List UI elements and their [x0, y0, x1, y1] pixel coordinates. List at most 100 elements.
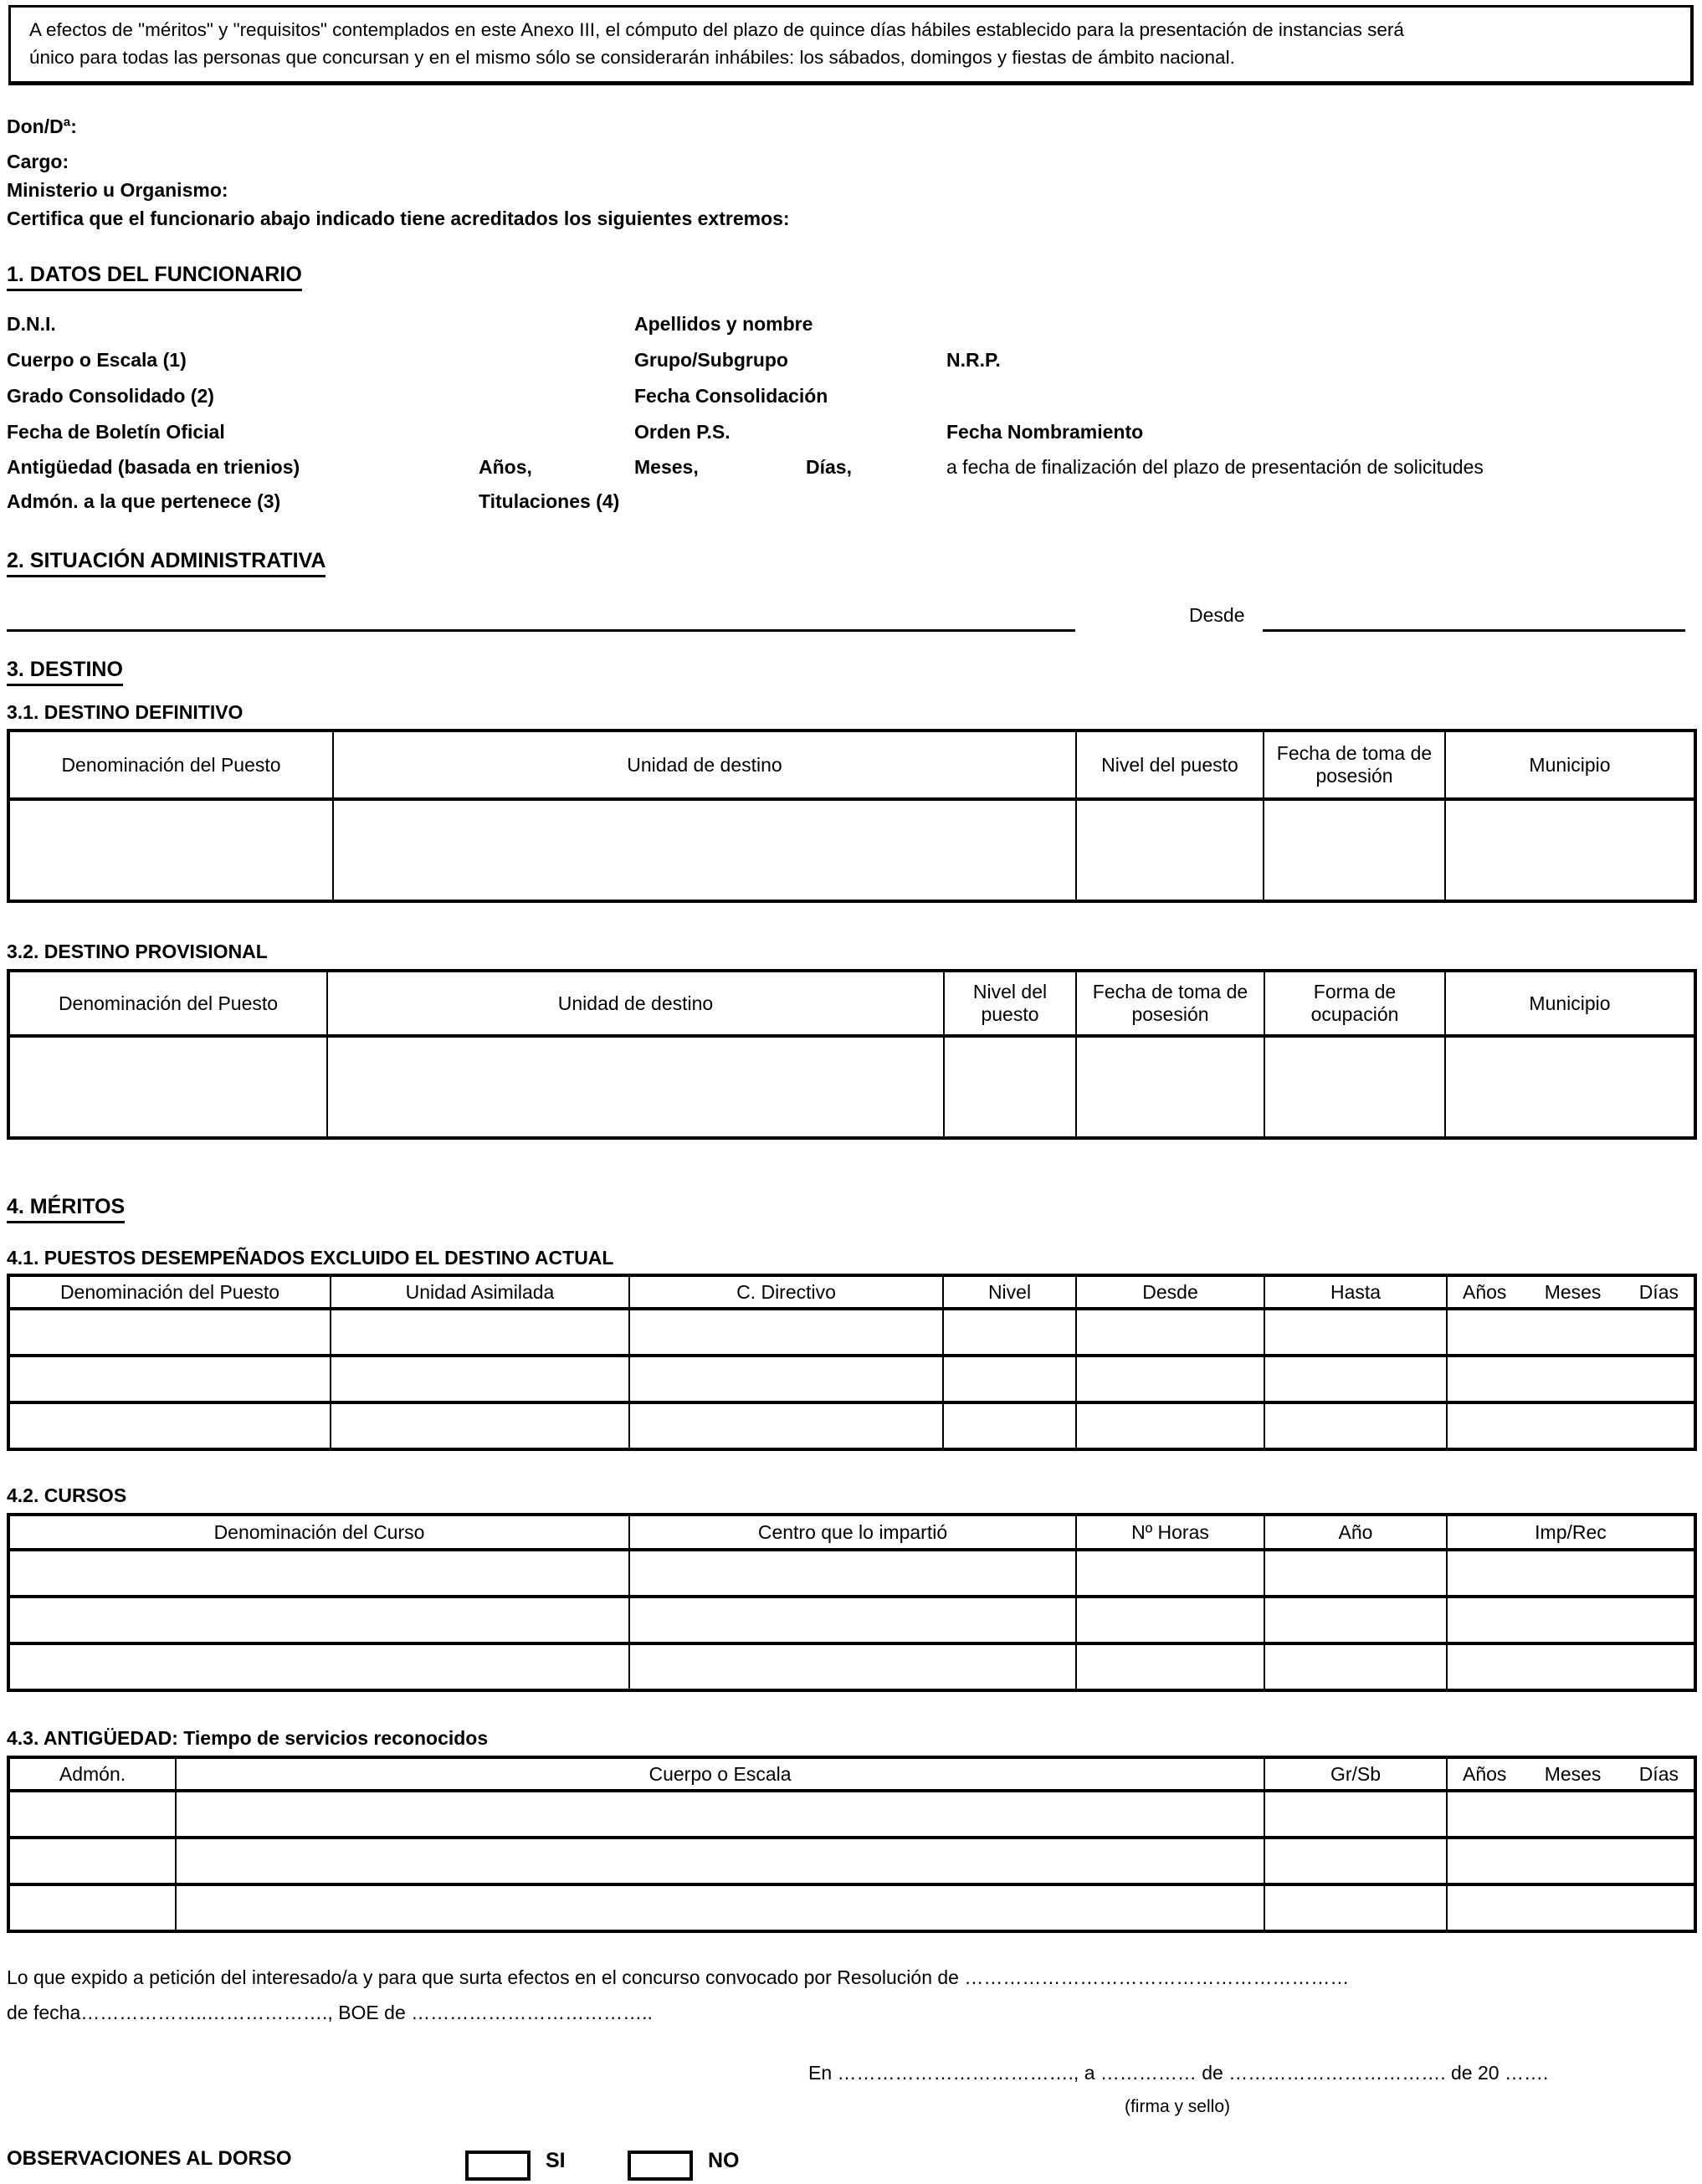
empty-cell[interactable]	[1075, 1307, 1265, 1357]
empty-cell[interactable]	[1446, 1548, 1696, 1598]
empty-cell[interactable]	[330, 1307, 630, 1357]
empty-cell[interactable]	[8, 1354, 331, 1404]
empty-cell[interactable]	[628, 1642, 1077, 1692]
column-header-imp-rec: Imp/Rec	[1446, 1513, 1696, 1551]
empty-cell[interactable]	[8, 1789, 177, 1839]
empty-cell[interactable]	[8, 1883, 177, 1933]
apellidos-label: Apellidos y nombre	[634, 313, 813, 335]
header-row: Denominación del Puesto Unidad de destin…	[8, 969, 1696, 1038]
section2-title: 2. SITUACIÓN ADMINISTRATIVA	[7, 549, 326, 577]
empty-cell[interactable]	[1264, 1034, 1446, 1140]
si-label: SI	[546, 2149, 566, 2172]
no-checkbox[interactable]	[628, 2151, 693, 2181]
header-row: Denominación del Puesto Unidad Asimilada…	[8, 1274, 1696, 1310]
situacion-blank-line[interactable]	[7, 629, 1075, 632]
field-row-dni: D.N.I. Apellidos y nombre	[7, 313, 1697, 349]
column-header-nivel-puesto: Nivel del puesto	[1075, 729, 1264, 801]
empty-cell[interactable]	[8, 1836, 177, 1886]
empty-cell[interactable]	[1075, 1595, 1265, 1645]
empty-cell[interactable]	[1444, 797, 1696, 903]
empty-cell[interactable]	[1264, 1401, 1448, 1451]
empty-cell[interactable]	[1264, 1789, 1448, 1839]
empty-cell[interactable]	[628, 1595, 1077, 1645]
destino-provisional-title: 3.2. DESTINO PROVISIONAL	[7, 941, 268, 962]
column-header-denominacion-curso: Denominación del Curso	[8, 1513, 630, 1551]
notice-box: A efectos de "méritos" y "requisitos" co…	[8, 5, 1694, 85]
field-row-grado: Grado Consolidado (2) Fecha Consolidació…	[7, 385, 1697, 421]
header-row: Admón. Cuerpo o Escala Gr/Sb Años Meses …	[8, 1756, 1696, 1792]
column-header-admon: Admón.	[8, 1756, 177, 1792]
empty-cell[interactable]	[1446, 1836, 1696, 1886]
empty-cell[interactable]	[8, 1307, 331, 1357]
empty-cell[interactable]	[628, 1307, 944, 1357]
empty-cell[interactable]	[8, 797, 334, 903]
column-header-municipio: Municipio	[1444, 729, 1696, 801]
table-row	[8, 1836, 1696, 1886]
empty-cell[interactable]	[1446, 1883, 1696, 1933]
empty-cell[interactable]	[1264, 1836, 1448, 1886]
empty-cell[interactable]	[1446, 1354, 1696, 1404]
empty-cell[interactable]	[1075, 1548, 1265, 1598]
empty-cell[interactable]	[326, 1034, 945, 1140]
empty-cell[interactable]	[175, 1836, 1265, 1886]
destino-definitivo-table: Denominación del Puesto Unidad de destin…	[7, 729, 1697, 903]
section1-title: 1. DATOS DEL FUNCIONARIO	[7, 263, 302, 291]
empty-cell[interactable]	[8, 1595, 630, 1645]
empty-cell[interactable]	[942, 1401, 1077, 1451]
empty-cell[interactable]	[628, 1548, 1077, 1598]
empty-cell[interactable]	[1446, 1789, 1696, 1839]
table-row	[8, 1595, 1696, 1645]
table-row	[8, 1642, 1696, 1692]
empty-cell[interactable]	[175, 1883, 1265, 1933]
empty-cell[interactable]	[628, 1354, 944, 1404]
don-label: Don/Dª:	[7, 115, 77, 137]
dias-header: Días	[1638, 1762, 1679, 1785]
empty-cell[interactable]	[1264, 1354, 1448, 1404]
empty-cell[interactable]	[1264, 1642, 1448, 1692]
grupo-subgrupo-label: Grupo/Subgrupo	[634, 349, 788, 371]
empty-cell[interactable]	[1264, 1307, 1448, 1357]
desde-blank-line[interactable]	[1263, 629, 1685, 632]
empty-cell[interactable]	[942, 1354, 1077, 1404]
empty-cell[interactable]	[8, 1548, 630, 1598]
empty-cell[interactable]	[1075, 1034, 1265, 1140]
empty-cell[interactable]	[330, 1401, 630, 1451]
column-header-unidad-destino: Unidad de destino	[326, 969, 945, 1038]
empty-cell[interactable]	[8, 1034, 328, 1140]
empty-cell[interactable]	[1446, 1642, 1696, 1692]
admon-pertenece-label: Admón. a la que pertenece (3)	[7, 490, 281, 512]
empty-cell[interactable]	[1446, 1401, 1696, 1451]
empty-cell[interactable]	[8, 1642, 630, 1692]
empty-cell[interactable]	[1444, 1034, 1696, 1140]
desde-label: Desde	[1189, 604, 1245, 626]
empty-cell[interactable]	[1264, 1548, 1448, 1598]
empty-cell[interactable]	[942, 1307, 1077, 1357]
expido-line1: Lo que expido a petición del interesado/…	[7, 1966, 1350, 1988]
empty-cell[interactable]	[1075, 1642, 1265, 1692]
empty-cell[interactable]	[1263, 797, 1446, 903]
table-row	[8, 1034, 1696, 1140]
anos-header: Años	[1463, 1762, 1507, 1785]
empty-cell[interactable]	[628, 1401, 944, 1451]
empty-cell[interactable]	[943, 1034, 1077, 1140]
empty-cell[interactable]	[330, 1354, 630, 1404]
empty-cell[interactable]	[1075, 797, 1264, 903]
column-header-fecha-toma: Fecha de toma de posesión	[1075, 969, 1265, 1038]
empty-cell[interactable]	[1075, 1354, 1265, 1404]
empty-cell[interactable]	[8, 1401, 331, 1451]
empty-cell[interactable]	[332, 797, 1077, 903]
column-header-anos-meses-dias: Años Meses Días	[1446, 1274, 1696, 1310]
empty-cell[interactable]	[1075, 1401, 1265, 1451]
column-header-unidad-destino: Unidad de destino	[332, 729, 1077, 801]
empty-cell[interactable]	[175, 1789, 1265, 1839]
puestos-table: Denominación del Puesto Unidad Asimilada…	[7, 1274, 1697, 1451]
meses-label: Meses,	[634, 456, 699, 478]
empty-cell[interactable]	[1264, 1883, 1448, 1933]
si-checkbox[interactable]	[465, 2151, 531, 2181]
column-header-unidad-asimilada: Unidad Asimilada	[330, 1274, 630, 1310]
empty-cell[interactable]	[1446, 1595, 1696, 1645]
empty-cell[interactable]	[1446, 1307, 1696, 1357]
empty-cell[interactable]	[1264, 1595, 1448, 1645]
firma-y-sello-label: (firma y sello)	[1124, 2097, 1230, 2116]
